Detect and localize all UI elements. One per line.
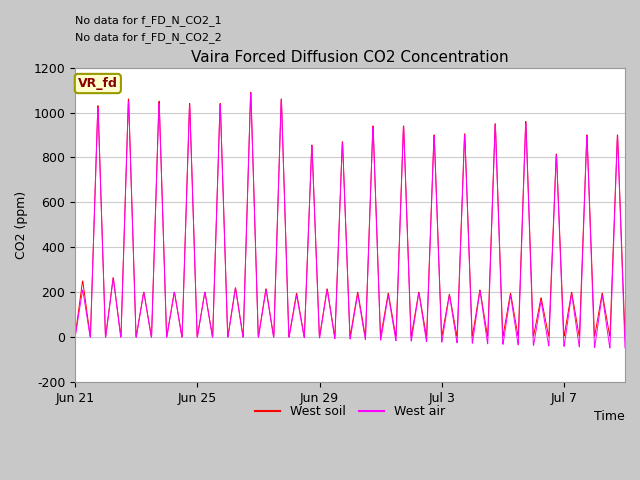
West soil xyxy=(588,264,596,270)
Legend: West soil, West air: West soil, West air xyxy=(250,400,450,423)
West air xyxy=(366,205,374,211)
West air xyxy=(621,345,629,351)
Y-axis label: CO2 (ppm): CO2 (ppm) xyxy=(15,191,28,259)
West soil xyxy=(378,326,386,332)
West air xyxy=(378,330,386,336)
West soil xyxy=(247,89,255,95)
Line: West soil: West soil xyxy=(75,92,625,336)
West soil xyxy=(573,318,580,324)
West air xyxy=(573,325,580,331)
Line: West air: West air xyxy=(75,94,625,348)
West soil xyxy=(71,333,79,339)
X-axis label: Time: Time xyxy=(595,410,625,423)
West air xyxy=(71,335,79,340)
West air xyxy=(510,314,518,320)
West air xyxy=(247,91,255,96)
West soil xyxy=(366,203,374,209)
West soil xyxy=(225,330,232,336)
Title: Vaira Forced Diffusion CO2 Concentration: Vaira Forced Diffusion CO2 Concentration xyxy=(191,50,509,65)
Text: No data for f_FD_N_CO2_2: No data for f_FD_N_CO2_2 xyxy=(75,32,222,43)
West air xyxy=(588,271,596,277)
West soil xyxy=(510,310,518,315)
West air xyxy=(606,345,614,351)
Text: VR_fd: VR_fd xyxy=(78,77,118,90)
West air xyxy=(225,331,232,337)
West soil xyxy=(621,333,629,339)
Text: No data for f_FD_N_CO2_1: No data for f_FD_N_CO2_1 xyxy=(75,15,222,26)
